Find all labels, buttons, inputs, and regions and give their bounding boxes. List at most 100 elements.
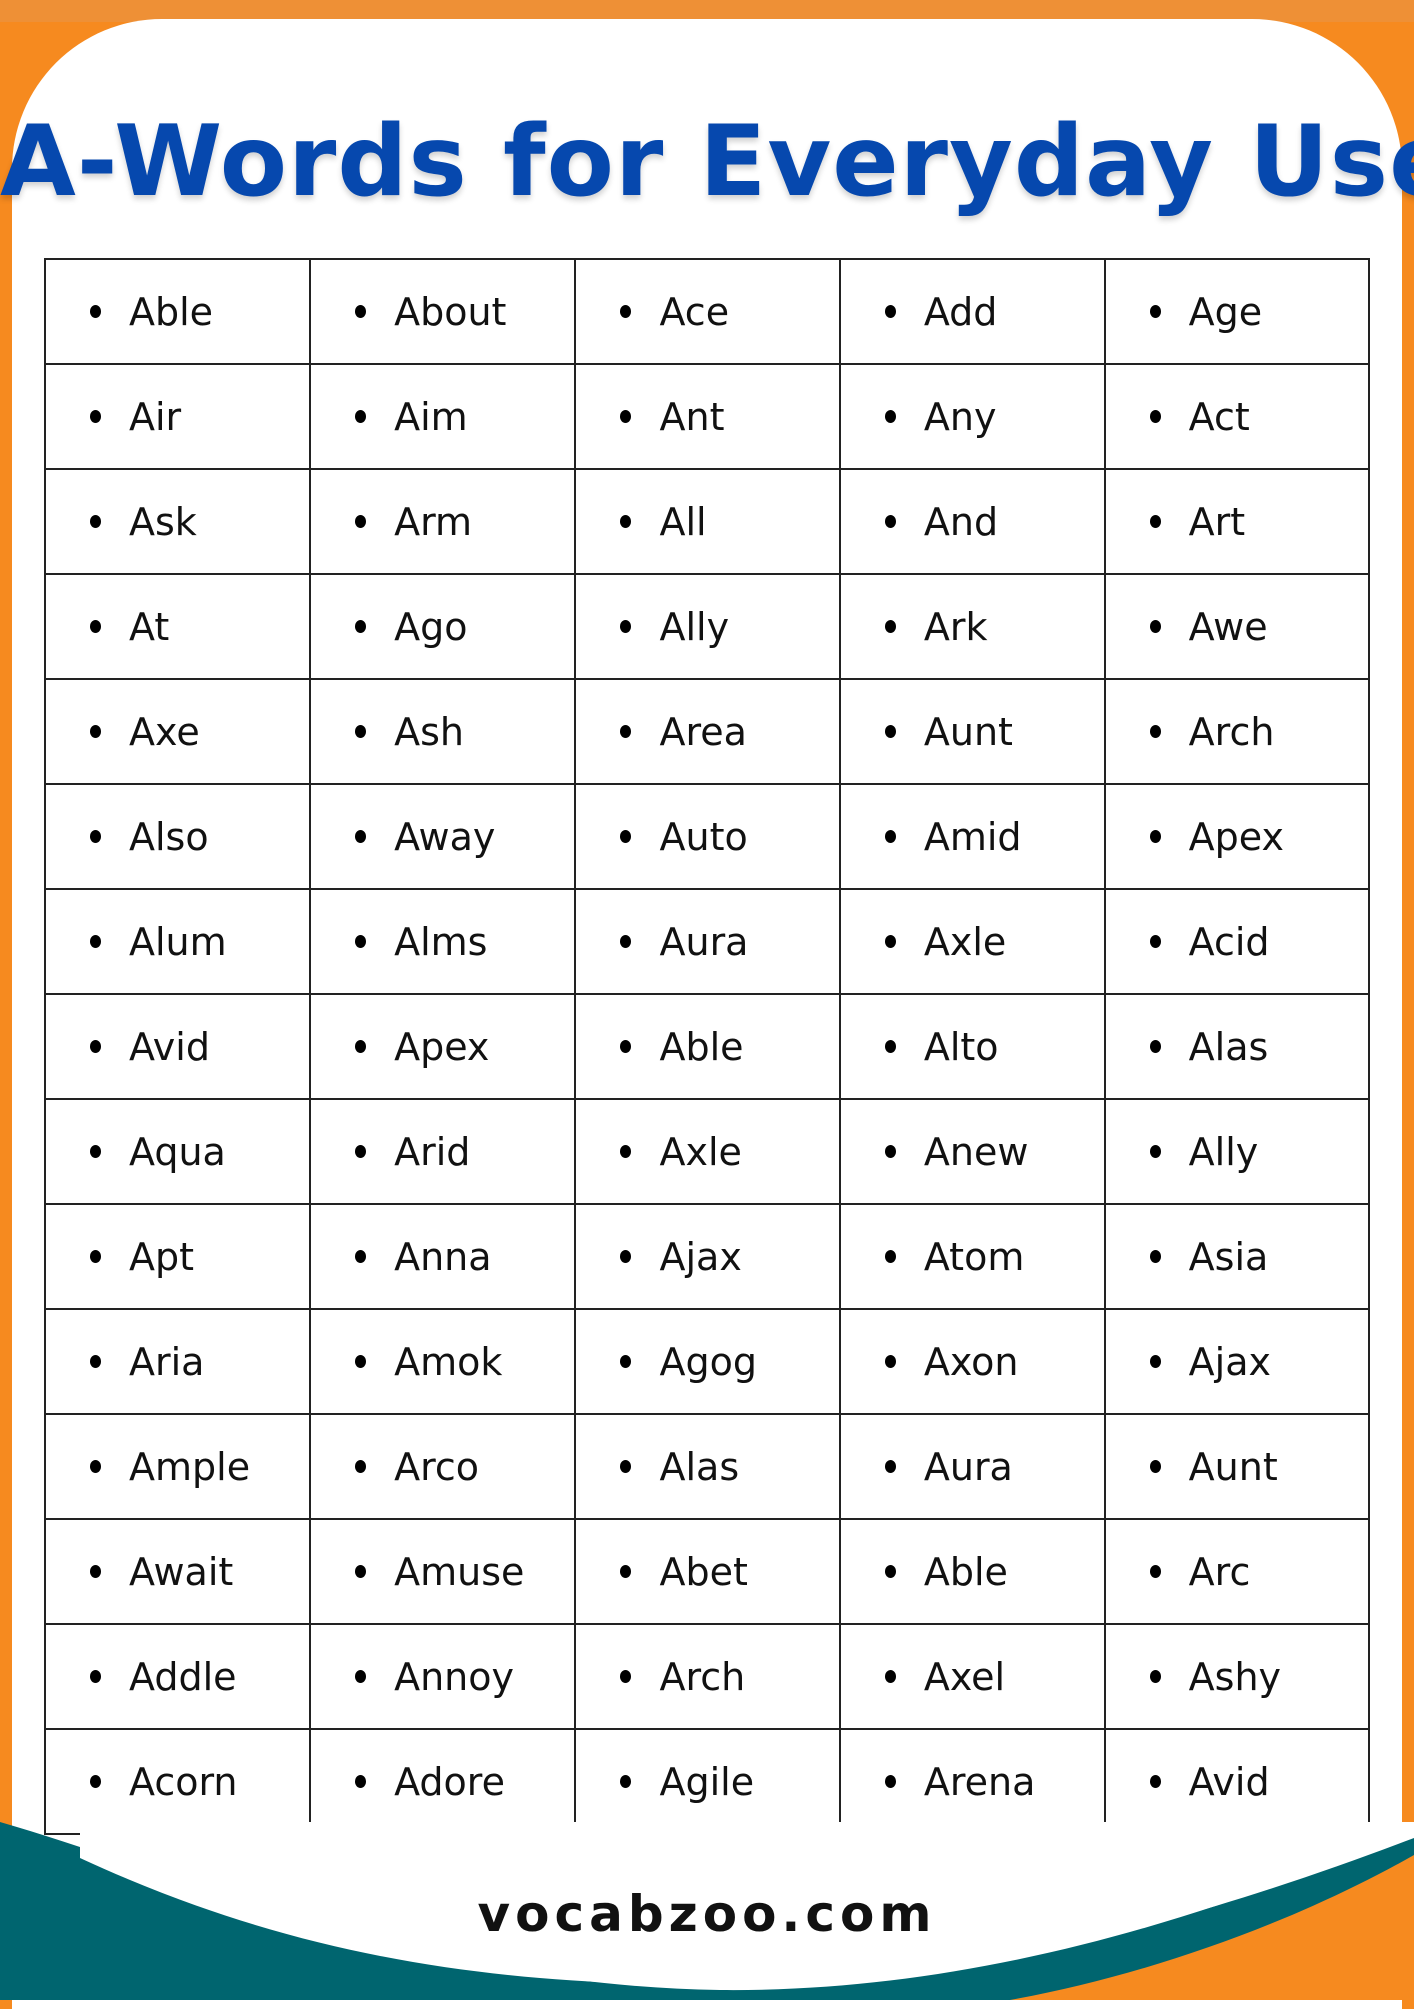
bullet-icon [355,305,367,318]
bullet-icon [90,620,101,633]
word-cell: Ajax [574,1203,841,1310]
word: Axel [923,1654,1006,1699]
list-item: Also [46,815,309,859]
word: Aim [394,394,468,439]
word: Ark [923,604,988,649]
bullet-icon [1149,1565,1161,1578]
word-cell: Aqua [43,1098,312,1205]
table-row: Aqua Arid Axle Anew Ally [43,1098,1371,1205]
word: Away [394,814,496,859]
word-cell: Arm [309,468,577,575]
list-item: Avid [1106,1760,1368,1804]
bullet-icon [620,620,632,633]
bullet-icon [884,620,896,633]
word-cell: Await [43,1518,312,1625]
bullet-icon [620,830,632,843]
word-cell: Alas [574,1413,841,1520]
word-cell: Alms [309,888,577,995]
word-cell: Axon [838,1308,1106,1415]
word: Alas [1188,1024,1269,1069]
word: Art [1188,499,1246,544]
word-cell: Awe [1103,573,1371,680]
word-cell: Acorn [43,1728,312,1835]
word-cell: Axle [574,1098,841,1205]
list-item: Aunt [1106,1445,1368,1489]
list-item: Asia [1106,1235,1368,1279]
word: Acorn [129,1759,238,1804]
list-item: Able [576,1025,838,1069]
table-row: Air Aim Ant Any Act [43,363,1371,470]
list-item: Apt [46,1235,309,1279]
bullet-icon [620,725,632,738]
word-cell: Aunt [1103,1413,1371,1520]
bullet-icon [1149,1250,1161,1263]
table-row: Axe Ash Area Aunt Arch [43,678,1371,785]
word: Ally [1188,1129,1259,1174]
bullet-icon [884,1250,896,1263]
list-item: Awe [1106,605,1368,649]
word-cell: Away [309,783,577,890]
bullet-icon [1149,410,1161,423]
list-item: Ask [46,500,309,544]
table-row: Able About Ace Add Age [43,258,1371,365]
word-cell: Agog [574,1308,841,1415]
bullet-icon [620,1250,632,1263]
word: Ash [394,709,464,754]
list-item: Able [841,1550,1104,1594]
word: Amuse [394,1549,525,1594]
word-cell: Ask [43,468,312,575]
word: Also [129,814,209,859]
list-item: Acid [1106,920,1368,964]
list-item: Ark [841,605,1104,649]
white-arc [80,1822,1414,1985]
word: Awe [1188,604,1268,649]
bullet-icon [884,1355,896,1368]
list-item: Aria [46,1340,309,1384]
bullet-icon [355,1250,367,1263]
list-item: Addle [46,1655,309,1699]
bullet-icon [884,410,896,423]
word: Arco [394,1444,480,1489]
word-cell: Ally [1103,1098,1371,1205]
word-cell: Aura [838,1413,1106,1520]
word-cell: Arid [309,1098,577,1205]
list-item: Art [1106,500,1368,544]
word-cell: Alto [838,993,1106,1100]
bullet-icon [1149,620,1161,633]
word-cell: Alas [1103,993,1371,1100]
bullet-icon [884,1565,896,1578]
word-cell: Alum [43,888,312,995]
list-item: Await [46,1550,309,1594]
word-cell: Auto [574,783,841,890]
word-cell: Able [838,1518,1106,1625]
word: Avid [1188,1759,1270,1804]
word-cell: Ace [574,258,841,365]
word-cell: Arch [574,1623,841,1730]
bullet-icon [884,1775,896,1788]
word: Arm [394,499,473,544]
word-cell: Apex [309,993,577,1100]
bullet-icon [90,1670,101,1683]
bullet-icon [884,725,896,738]
word-cell: Act [1103,363,1371,470]
bullet-icon [620,935,632,948]
list-item: Axon [841,1340,1104,1384]
word: Area [659,709,747,754]
list-item: Away [311,815,574,859]
word: Abet [659,1549,748,1594]
list-item: Arid [311,1130,574,1174]
word-cell: Area [574,678,841,785]
word: Arc [1188,1549,1251,1594]
word-cell: Amok [309,1308,577,1415]
word: Able [659,1024,744,1069]
bullet-icon [355,515,367,528]
bullet-icon [1149,1355,1161,1368]
word: Alms [394,919,488,964]
word: Axle [923,919,1007,964]
list-item: Amuse [311,1550,574,1594]
word-cell: Apex [1103,783,1371,890]
list-item: Agile [576,1760,838,1804]
list-item: Axel [841,1655,1104,1699]
word: Arch [659,1654,746,1699]
word-cell: Ark [838,573,1106,680]
